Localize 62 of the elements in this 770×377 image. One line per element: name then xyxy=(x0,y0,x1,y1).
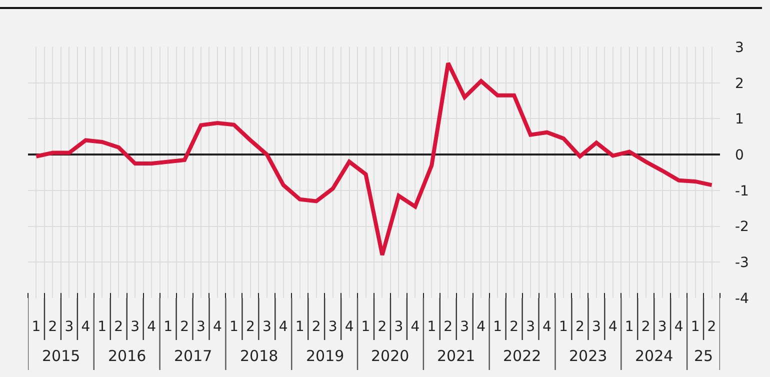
x-tick-label: 2 xyxy=(48,319,58,335)
x-tick-label: 4 xyxy=(81,319,90,335)
x-tick-label: 1 xyxy=(164,319,173,335)
x-tick-label: 1 xyxy=(690,319,700,335)
y-tick-label: -1 xyxy=(735,183,749,200)
x-tick-label: 4 xyxy=(278,319,288,335)
x-tick-label: 3 xyxy=(526,319,535,335)
x-tick-label: 2 xyxy=(114,319,124,335)
x-tick-label: 4 xyxy=(476,319,486,335)
x-tick-label: 3 xyxy=(130,319,140,335)
x-tick-label: 2 xyxy=(378,319,387,335)
x-tick-label: 3 xyxy=(592,319,601,335)
x-tick-label: 4 xyxy=(213,319,222,335)
text: 2023 xyxy=(569,347,608,365)
x-tick-label: 3 xyxy=(460,319,470,335)
text: 2015 xyxy=(42,347,80,365)
x-tick-label: 3 xyxy=(328,319,338,335)
y-tick-label: 2 xyxy=(735,76,744,92)
y-tick-label: 1 xyxy=(735,112,744,128)
x-tick-label: 3 xyxy=(658,319,667,335)
x-tick-label: 3 xyxy=(262,319,272,335)
text: 2024 xyxy=(635,347,674,365)
text: 2017 xyxy=(174,347,212,365)
text: 2019 xyxy=(306,347,344,365)
x-tick-label: 2 xyxy=(246,319,255,335)
x-tick-label: 1 xyxy=(624,319,634,335)
x-tick-label: 4 xyxy=(674,319,684,335)
text: 25 xyxy=(694,347,714,365)
text: 2020 xyxy=(371,347,410,365)
x-tick-label: 2 xyxy=(510,319,519,335)
x-tick-label: 1 xyxy=(493,319,502,335)
y-tick-label: -2 xyxy=(735,219,749,236)
x-tick-label: 1 xyxy=(32,319,41,335)
text: 2016 xyxy=(108,347,146,365)
x-tick-label: 2 xyxy=(312,319,321,335)
y-tick-label: 3 xyxy=(735,40,744,56)
text: 2018 xyxy=(240,347,278,365)
x-tick-label: 2 xyxy=(444,319,453,335)
x-tick-label: 1 xyxy=(295,319,304,335)
x-tick-label: 4 xyxy=(344,319,354,335)
y-tick-label: -3 xyxy=(735,255,749,272)
x-tick-label: 4 xyxy=(410,319,420,335)
text: 2021 xyxy=(437,347,476,365)
text: 2022 xyxy=(503,347,542,365)
x-tick-label: 3 xyxy=(64,319,74,335)
x-tick-label: 1 xyxy=(98,319,107,335)
x-tick-label: 2 xyxy=(575,319,584,335)
x-tick-label: 4 xyxy=(608,319,618,335)
x-tick-label: 2 xyxy=(180,319,189,335)
x-tick-label: 2 xyxy=(641,319,650,335)
x-tick-label: 1 xyxy=(427,319,436,335)
y-tick-label: 0 xyxy=(735,147,744,164)
x-tick-label: 3 xyxy=(196,319,206,335)
x-tick-label: 4 xyxy=(147,319,156,335)
x-tick-label: 1 xyxy=(229,319,238,335)
y-tick-label: -4 xyxy=(735,290,750,307)
line-series xyxy=(34,61,714,257)
x-tick-label: 1 xyxy=(559,319,568,335)
x-tick-label: 2 xyxy=(707,319,716,335)
x-tick-label: 3 xyxy=(394,319,404,335)
x-tick-label: 1 xyxy=(361,319,370,335)
x-tick-label: 4 xyxy=(542,319,552,335)
